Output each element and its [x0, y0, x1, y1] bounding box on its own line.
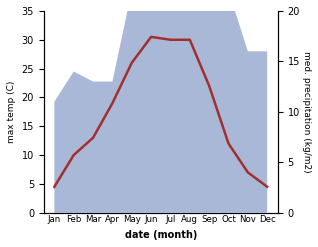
- Y-axis label: med. precipitation (kg/m2): med. precipitation (kg/m2): [302, 51, 311, 173]
- X-axis label: date (month): date (month): [125, 230, 197, 240]
- Y-axis label: max temp (C): max temp (C): [7, 81, 16, 143]
